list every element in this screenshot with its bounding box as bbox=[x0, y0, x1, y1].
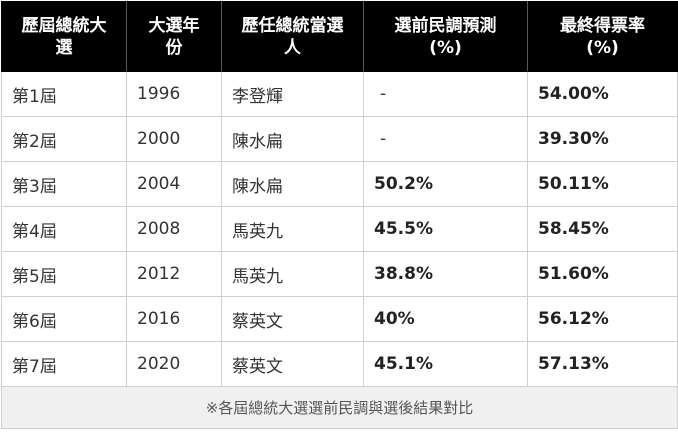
header-poll-line1: 選前民調預測 bbox=[394, 15, 497, 36]
header-year-line1: 大選年 bbox=[148, 15, 200, 36]
header-winner: 歷任總統當選人 bbox=[221, 1, 364, 72]
table-row: 第7屆 2020 蔡英文 45.1% 57.13% bbox=[1, 341, 678, 387]
cell-year: 2012 bbox=[126, 251, 222, 297]
header-winner-line2: 人 bbox=[284, 37, 301, 58]
table-row: 第2屆 2000 陳水扁 - 39.30% bbox=[1, 116, 678, 162]
cell-year: 2008 bbox=[126, 206, 222, 252]
cell-term: 第7屆 bbox=[1, 341, 127, 387]
cell-year: 1996 bbox=[126, 71, 222, 117]
cell-term: 第3屆 bbox=[1, 161, 127, 207]
table-row: 第1屆 1996 李登輝 - 54.00% bbox=[1, 71, 678, 117]
table-row: 第5屆 2012 馬英九 38.8% 51.60% bbox=[1, 251, 678, 297]
header-result-line2: (%) bbox=[586, 37, 619, 58]
cell-year: 2000 bbox=[126, 116, 222, 162]
cell-term: 第4屆 bbox=[1, 206, 127, 252]
cell-poll: 45.1% bbox=[363, 341, 528, 387]
header-year: 大選年份 bbox=[126, 1, 222, 72]
cell-poll: - bbox=[363, 71, 528, 117]
cell-winner: 陳水扁 bbox=[221, 161, 364, 207]
footer-row: ※各屆總統大選選前民調與選後結果對比 bbox=[1, 386, 678, 429]
table-row: 第6屆 2016 蔡英文 40% 56.12% bbox=[1, 296, 678, 342]
table-footer: ※各屆總統大選選前民調與選後結果對比 bbox=[1, 386, 678, 429]
cell-year: 2004 bbox=[126, 161, 222, 207]
header-term-line2: 選 bbox=[55, 37, 73, 58]
cell-poll: 40% bbox=[363, 296, 528, 342]
table-footnote: ※各屆總統大選選前民調與選後結果對比 bbox=[1, 386, 678, 429]
table-row: 第3屆 2004 陳水扁 50.2% 50.11% bbox=[1, 161, 678, 207]
cell-winner: 蔡英文 bbox=[221, 341, 364, 387]
cell-result: 39.30% bbox=[527, 116, 678, 162]
cell-result: 51.60% bbox=[527, 251, 678, 297]
header-year-line2: 份 bbox=[165, 37, 183, 58]
cell-year: 2020 bbox=[126, 341, 222, 387]
cell-term: 第1屆 bbox=[1, 71, 127, 117]
header-result-line1: 最終得票率 bbox=[560, 15, 645, 36]
cell-term: 第5屆 bbox=[1, 251, 127, 297]
cell-poll: 45.5% bbox=[363, 206, 528, 252]
table-row: 第4屆 2008 馬英九 45.5% 58.45% bbox=[1, 206, 678, 252]
cell-winner: 陳水扁 bbox=[221, 116, 364, 162]
cell-poll: - bbox=[363, 116, 528, 162]
cell-term: 第6屆 bbox=[1, 296, 127, 342]
header-poll-line2: (%) bbox=[429, 37, 462, 58]
header-term-line1: 歷屆總統大 bbox=[21, 15, 107, 36]
cell-year: 2016 bbox=[126, 296, 222, 342]
cell-winner: 蔡英文 bbox=[221, 296, 364, 342]
cell-term: 第2屆 bbox=[1, 116, 127, 162]
header-winner-line1: 歷任總統當選 bbox=[241, 15, 344, 36]
cell-poll: 50.2% bbox=[363, 161, 528, 207]
cell-winner: 李登輝 bbox=[221, 71, 364, 117]
cell-poll: 38.8% bbox=[363, 251, 528, 297]
cell-result: 57.13% bbox=[527, 341, 678, 387]
cell-result: 54.00% bbox=[527, 71, 678, 117]
header-row: 歷屆總統大選 大選年份 歷任總統當選人 選前民調預測 (%) 最終得票率 (%) bbox=[1, 1, 678, 72]
header-term: 歷屆總統大選 bbox=[1, 1, 127, 72]
header-result: 最終得票率 (%) bbox=[527, 1, 678, 72]
cell-winner: 馬英九 bbox=[221, 206, 364, 252]
cell-winner: 馬英九 bbox=[221, 251, 364, 297]
table-header: 歷屆總統大選 大選年份 歷任總統當選人 選前民調預測 (%) 最終得票率 (%) bbox=[1, 1, 678, 72]
cell-result: 50.11% bbox=[527, 161, 678, 207]
table-body: 第1屆 1996 李登輝 - 54.00% 第2屆 2000 陳水扁 - 39.… bbox=[1, 71, 678, 387]
cell-result: 56.12% bbox=[527, 296, 678, 342]
cell-result: 58.45% bbox=[527, 206, 678, 252]
header-poll: 選前民調預測 (%) bbox=[363, 1, 528, 72]
